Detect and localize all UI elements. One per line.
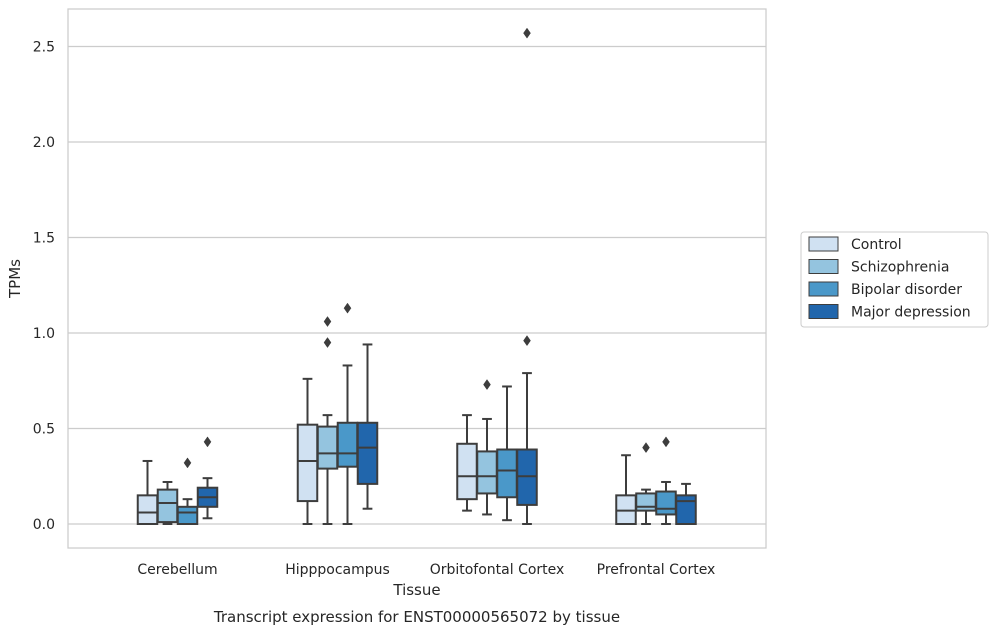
box-body — [635, 492, 657, 512]
outlier-point — [323, 316, 332, 327]
box-series — [176, 302, 677, 525]
gridlines — [68, 45, 766, 525]
box — [456, 414, 478, 512]
box-body — [316, 425, 339, 470]
box-body — [296, 423, 319, 503]
box-body — [456, 442, 478, 501]
chart-caption: Transcript expression for ENST0000056507… — [213, 608, 620, 626]
box — [316, 316, 339, 525]
y-tick-label: 1.5 — [33, 231, 55, 247]
legend-label: Control — [851, 237, 902, 253]
box — [476, 379, 498, 516]
box-body — [655, 490, 677, 516]
legend-swatch — [808, 281, 839, 297]
outlier-point — [523, 335, 531, 347]
box — [615, 454, 637, 526]
legend-frame — [800, 231, 989, 328]
box-body — [176, 505, 199, 525]
x-tick-label: Orbitofontal Cortex — [430, 562, 565, 578]
box-series — [196, 27, 697, 526]
x-axis-label: Tissue — [392, 581, 440, 599]
outlier-point — [183, 457, 192, 469]
box — [635, 442, 657, 525]
y-tick-label: 2.5 — [33, 40, 55, 56]
legend-label: Major depression — [851, 305, 971, 321]
box — [296, 377, 319, 525]
outlier-point — [523, 27, 531, 39]
outlier-point — [483, 379, 491, 391]
outlier-point — [662, 436, 670, 448]
legend-label: Bipolar disorder — [851, 282, 962, 298]
plot-area-frame — [67, 8, 767, 549]
x-tick-label: Prefrontal Cortex — [597, 562, 716, 578]
y-tick-label: 0.5 — [33, 422, 55, 438]
box-body — [356, 421, 379, 485]
box — [356, 343, 379, 510]
box — [336, 302, 359, 525]
box — [675, 482, 697, 526]
box — [156, 480, 179, 525]
y-tick-label: 1.0 — [33, 326, 55, 342]
box-body — [136, 494, 159, 526]
box-body — [496, 448, 518, 499]
box — [496, 385, 518, 522]
y-tick-label: 0.0 — [33, 517, 55, 533]
outlier-point — [642, 442, 650, 454]
legend-label: Schizophrenia — [851, 260, 949, 276]
box-body — [336, 421, 359, 468]
x-tick-label: Hipppocampus — [285, 562, 390, 578]
x-axis-ticks: Cerebellum Hipppocampus Orbitofontal Corte… — [137, 562, 715, 578]
box — [516, 27, 538, 525]
x-tick-label: Cerebellum — [137, 562, 217, 578]
legend-swatch — [808, 236, 839, 252]
box-body — [156, 488, 179, 524]
box-body — [476, 450, 498, 495]
box — [136, 459, 159, 526]
outlier-point — [203, 436, 212, 448]
outlier-point — [323, 337, 332, 348]
box — [196, 436, 219, 520]
outlier-point — [343, 302, 352, 314]
legend: Control Schizophrenia Bipolar disorder Majo… — [800, 231, 989, 328]
legend-swatch — [808, 304, 839, 319]
y-axis-label: TPMs — [6, 259, 24, 299]
legend-items: Control Schizophrenia Bipolar disorder Majo… — [808, 236, 971, 321]
legend-swatch — [808, 259, 839, 274]
y-tick-label: 2.0 — [33, 135, 55, 151]
box — [655, 436, 677, 525]
box-series-group — [136, 27, 697, 526]
y-axis-ticks: 0.0 0.5 1.0 1.5 2.0 2.5 — [33, 40, 55, 534]
box-body — [675, 494, 697, 526]
box — [176, 457, 199, 525]
box-series — [156, 316, 657, 525]
